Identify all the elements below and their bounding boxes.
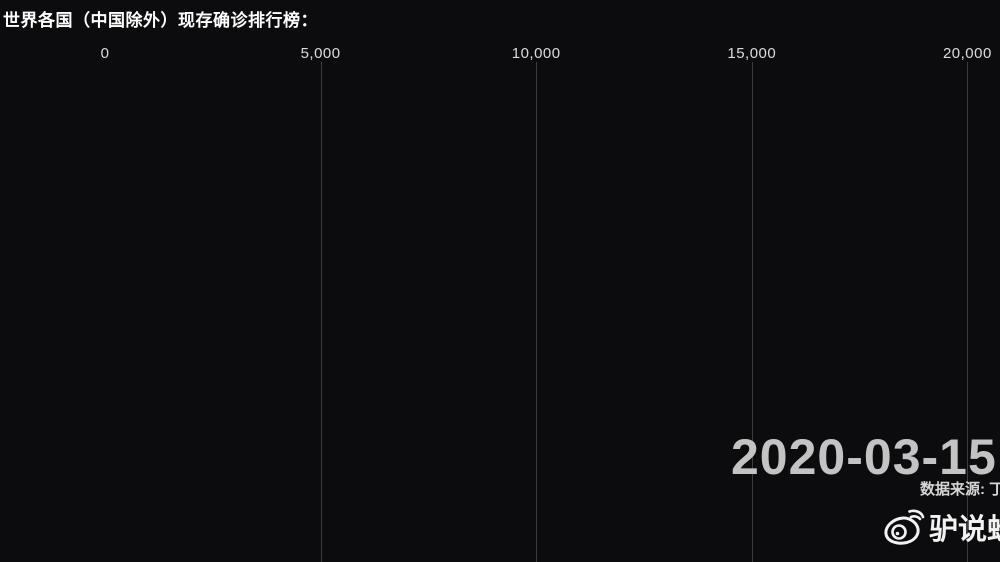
x-tick-label: 10,000 (511, 45, 561, 62)
date-label: 2020-03-15 (731, 429, 997, 485)
gridline (751, 62, 753, 562)
weibo-icon (884, 509, 925, 545)
x-tick-label: 20,000 (942, 45, 992, 62)
source-label: 数据来源: 丁香园 (920, 481, 1000, 498)
watermark: 驴说蛙 (883, 505, 1000, 549)
page-title: 世界各国（中国除外）现存确诊排行榜： (3, 11, 318, 30)
gridline (967, 62, 969, 562)
gridline (536, 62, 538, 562)
x-tick-label: 0 (100, 45, 110, 62)
x-tick-label: 5,000 (300, 45, 341, 62)
watermark-text: 驴说蛙 (929, 514, 1000, 546)
gridline (320, 62, 322, 562)
x-tick-label: 15,000 (727, 45, 777, 62)
